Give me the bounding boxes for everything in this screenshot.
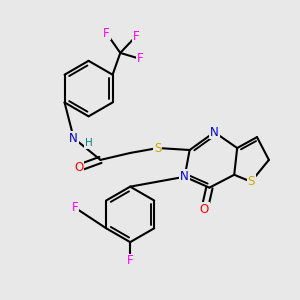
Text: S: S: [248, 175, 255, 188]
Text: F: F: [103, 27, 110, 40]
Text: F: F: [127, 254, 134, 268]
Text: F: F: [133, 30, 140, 43]
Text: H: H: [85, 138, 92, 148]
Text: F: F: [137, 52, 143, 65]
Text: F: F: [71, 201, 78, 214]
Text: S: S: [154, 142, 162, 154]
Text: N: N: [180, 170, 189, 183]
Text: O: O: [74, 161, 83, 174]
Text: O: O: [200, 203, 209, 216]
Text: N: N: [210, 126, 219, 139]
Text: N: N: [69, 132, 78, 145]
